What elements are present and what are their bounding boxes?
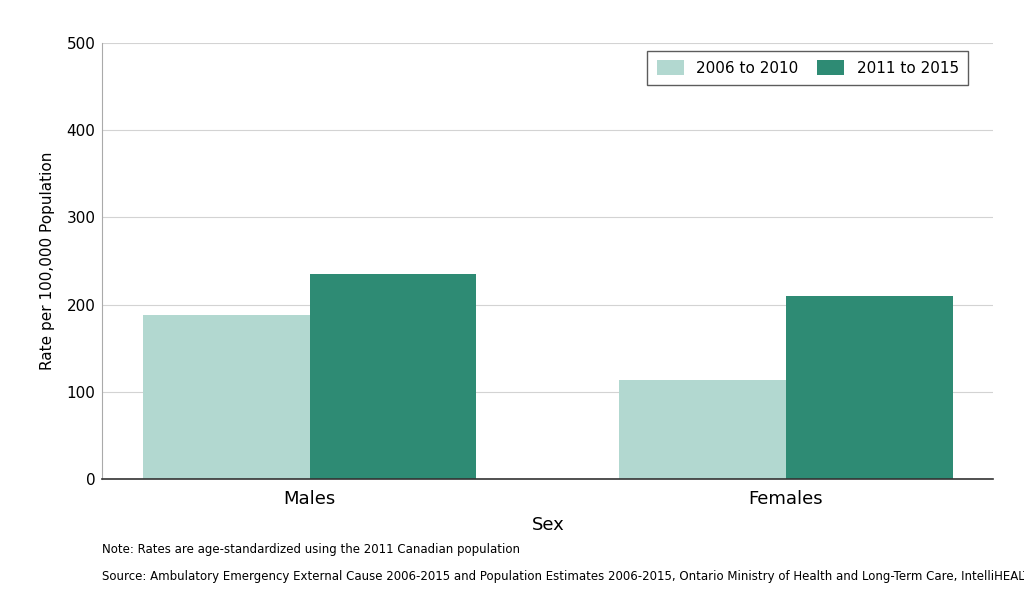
Bar xyxy=(620,381,786,479)
Bar xyxy=(309,274,476,479)
Bar xyxy=(143,315,309,479)
Legend: 2006 to 2010, 2011 to 2015: 2006 to 2010, 2011 to 2015 xyxy=(647,50,968,85)
Text: Source: Ambulatory Emergency External Cause 2006-2015 and Population Estimates 2: Source: Ambulatory Emergency External Ca… xyxy=(102,570,1024,583)
Text: Note: Rates are age-standardized using the 2011 Canadian population: Note: Rates are age-standardized using t… xyxy=(102,543,520,556)
Bar xyxy=(786,296,952,479)
X-axis label: Sex: Sex xyxy=(531,516,564,534)
Y-axis label: Rate per 100,000 Population: Rate per 100,000 Population xyxy=(40,152,55,370)
